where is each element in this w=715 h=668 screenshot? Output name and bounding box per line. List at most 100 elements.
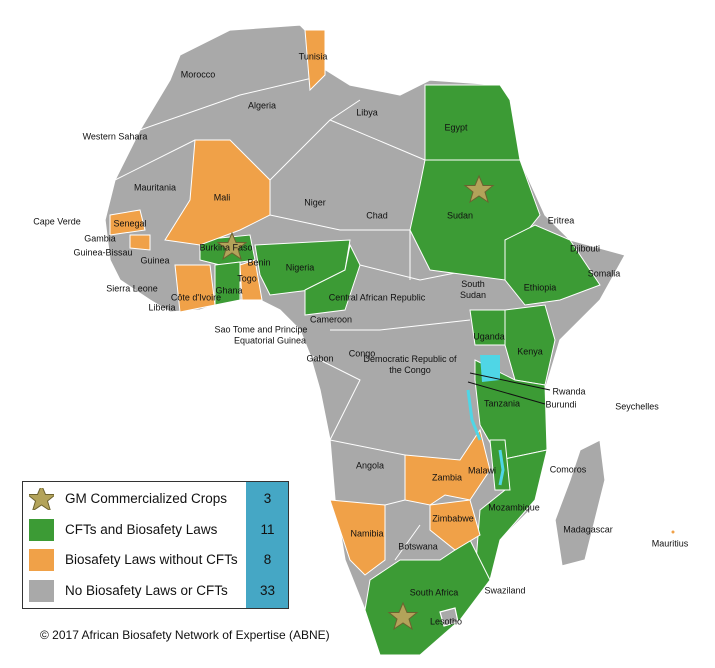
legend-label: GM Commercialized Crops	[65, 491, 228, 506]
country-label: Swaziland	[484, 585, 526, 596]
legend-count: 11	[260, 522, 275, 537]
country-label: Cape Verde	[33, 216, 81, 227]
lake-malawi	[498, 449, 505, 486]
country-label: Tunisia	[298, 51, 328, 62]
cameroon	[304, 243, 361, 316]
country-label: Ghana	[215, 285, 243, 296]
country-label: South Africa	[409, 587, 459, 598]
uganda	[469, 309, 506, 346]
legend-count: 8	[263, 552, 272, 567]
zimbabwe	[429, 499, 481, 551]
country-label: Togo	[237, 273, 257, 284]
country-label: Sao Tome and Principe	[214, 324, 308, 335]
country-label: Senegal	[113, 218, 147, 229]
country-label: Tanzania	[483, 398, 521, 409]
legend-count: 3	[263, 491, 272, 506]
lake-tanganyika	[466, 389, 482, 441]
country-label: Mauritius	[651, 538, 689, 549]
country-label: Gabon	[306, 353, 334, 364]
country-label: Morocco	[180, 69, 216, 80]
legend-swatch	[29, 580, 54, 602]
country-label: Benin	[247, 257, 271, 268]
country-label: Seychelles	[615, 401, 659, 412]
country-label: Chad	[366, 210, 388, 221]
country-label: Democratic Republic of the Congo	[363, 354, 457, 375]
ghana	[214, 261, 241, 306]
country-label: Kenya	[517, 346, 543, 357]
cote-divoire	[174, 264, 216, 313]
leader-line	[467, 381, 546, 405]
egypt	[424, 84, 521, 161]
country-label: Zimbabwe	[432, 513, 474, 524]
country-label: Lesotho	[429, 616, 463, 627]
legend-swatch	[29, 519, 54, 541]
lesotho	[439, 607, 459, 627]
legend-swatch	[29, 488, 54, 510]
country-label: Madagascar	[563, 524, 613, 535]
country-label: Niger	[304, 197, 326, 208]
legend-label: CFTs and Biosafety Laws	[65, 522, 218, 537]
country-label: Guinea	[140, 255, 170, 266]
mali	[164, 139, 271, 246]
legend-count-column	[246, 482, 288, 608]
country-label: Sudan	[446, 210, 474, 221]
madagascar	[554, 439, 606, 567]
legend-row: CFTs and Biosafety Laws 11	[23, 515, 288, 545]
country-label: Libya	[356, 107, 378, 118]
country-label: Guinea-Bissau	[73, 247, 133, 258]
benin-togo	[239, 259, 263, 301]
legend: GM Commercialized Crops 3 CFTs and Biosa…	[22, 481, 289, 609]
country-label: Ethiopia	[523, 282, 557, 293]
country-label: Western Sahara	[82, 131, 148, 142]
senegal	[109, 209, 146, 236]
country-label: Botswana	[398, 541, 438, 552]
country-label: Equatorial Guinea	[233, 335, 307, 346]
country-label: Zambia	[431, 472, 463, 483]
country-label: Nigeria	[285, 262, 315, 273]
mauritius	[670, 529, 676, 535]
legend-row: No Biosafety Laws or CFTs 33	[23, 576, 288, 606]
legend-row: GM Commercialized Crops 3	[23, 484, 288, 514]
country-label: Malawi	[467, 465, 497, 476]
country-label: Somalia	[587, 268, 621, 279]
country-label: Angola	[355, 460, 385, 471]
country-label: Central African Republic	[328, 292, 426, 303]
ethiopia	[504, 224, 601, 306]
country-label: Algeria	[247, 100, 277, 111]
country-label: Uganda	[473, 331, 505, 342]
country-label: Liberia	[148, 302, 176, 313]
country-label: Cameroon	[309, 314, 353, 325]
country-label: Egypt	[444, 122, 468, 133]
leader-line	[469, 372, 551, 391]
country-label: Gambia	[84, 233, 116, 244]
country-label: Eritrea	[547, 215, 575, 226]
legend-label: No Biosafety Laws or CFTs	[65, 583, 228, 598]
country-label: Burundi	[545, 399, 577, 410]
country-label: South Sudan	[459, 279, 487, 300]
country-label: Mozambique	[488, 502, 540, 513]
legend-label: Biosafety Laws without CFTs	[65, 552, 238, 567]
legend-row: Biosafety Laws without CFTs 8	[23, 545, 288, 575]
country-label: Namibia	[350, 528, 384, 539]
guinea-bissau	[129, 234, 151, 251]
country-label: Sierra Leone	[106, 283, 158, 294]
legend-count: 33	[259, 583, 276, 598]
legend-swatch	[29, 549, 54, 571]
country-label: Rwanda	[552, 386, 586, 397]
country-label: Comoros	[549, 464, 587, 475]
malawi	[489, 439, 511, 491]
kenya	[504, 304, 556, 386]
namibia	[329, 499, 386, 576]
lake-victoria	[480, 355, 500, 382]
country-label: Mali	[213, 192, 231, 203]
country-label: Djibouti	[569, 243, 601, 254]
country-label: Mauritania	[133, 182, 177, 193]
country-label: Congo	[348, 348, 376, 359]
borders	[114, 74, 471, 561]
country-label: Burkina Faso	[199, 242, 253, 253]
tunisia	[304, 29, 326, 92]
country-label: Côte d'Ivoire	[170, 292, 222, 303]
copyright: © 2017 African Biosafety Network of Expe…	[40, 628, 330, 642]
